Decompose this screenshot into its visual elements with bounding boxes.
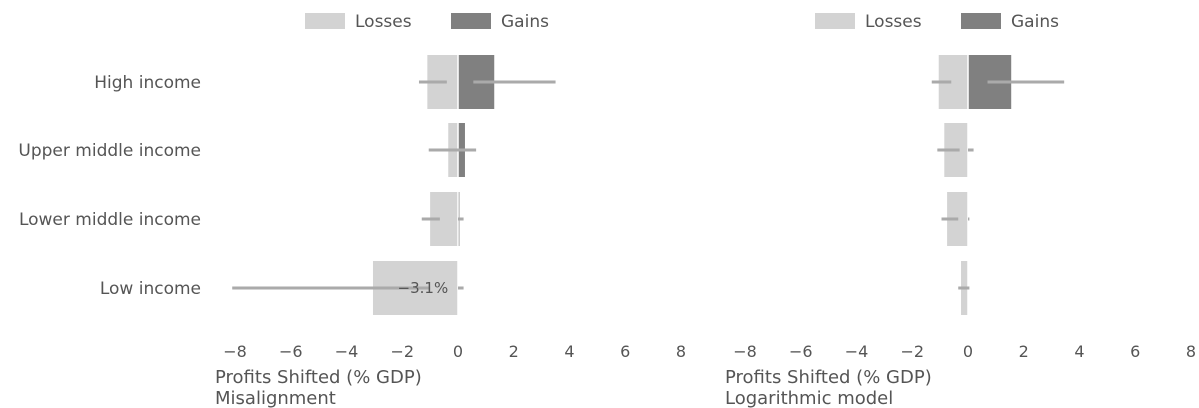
category-label-2: Lower middle income [19,210,201,230]
x-axis-title: Profits Shifted (% GDP) [725,367,932,388]
legend-label-gains: Gains [1011,12,1059,32]
x-tick-label-1: −6 [789,342,813,361]
legend-label-gains: Gains [501,12,549,32]
x-tick-label-8: 8 [1186,342,1196,361]
legend-swatch-gains [961,13,1001,29]
legend-label-losses: Losses [865,12,922,32]
x-tick-label-7: 6 [1130,342,1140,361]
x-tick-label-6: 4 [1074,342,1084,361]
x-tick-label-3: −2 [390,342,414,361]
category-label-1: Upper middle income [18,141,201,161]
x-tick-label-2: −4 [845,342,869,361]
legend-swatch-losses [815,13,855,29]
x-tick-label-7: 6 [620,342,630,361]
x-tick-label-6: 4 [564,342,574,361]
data-label-0: −3.1% [398,279,449,297]
category-label-3: Low income [100,279,201,299]
legend-label-losses: Losses [355,12,412,32]
x-tick-label-3: −2 [900,342,924,361]
x-axis-title: Profits Shifted (% GDP) [215,367,422,388]
x-tick-label-0: −8 [223,342,247,361]
panel-title: Misalignment [215,388,336,408]
legend-swatch-gains [451,13,491,29]
panel-title: Logarithmic model [725,388,893,408]
x-tick-label-4: 0 [963,342,973,361]
x-tick-label-8: 8 [676,342,686,361]
x-tick-label-4: 0 [453,342,463,361]
x-tick-label-1: −6 [279,342,303,361]
category-label-0: High income [94,73,201,93]
x-tick-label-0: −8 [733,342,757,361]
x-tick-label-5: 2 [509,342,519,361]
x-tick-label-2: −4 [335,342,359,361]
x-tick-label-5: 2 [1019,342,1029,361]
legend-swatch-losses [305,13,345,29]
